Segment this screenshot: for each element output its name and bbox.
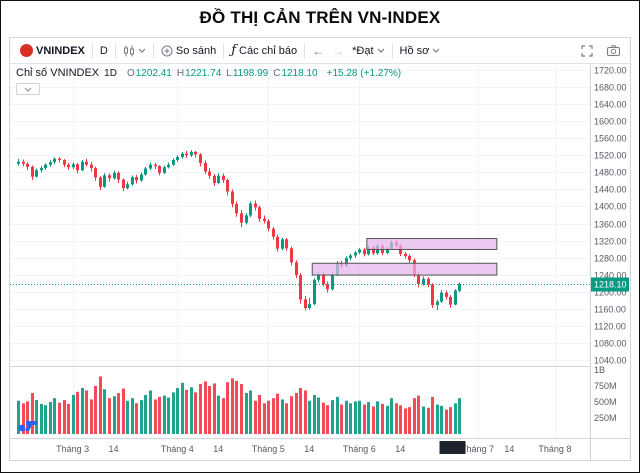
compare-label: So sánh bbox=[175, 44, 217, 57]
legend-collapse-button[interactable] bbox=[16, 83, 40, 95]
toolbar-separator bbox=[91, 42, 93, 59]
title-bar: ĐỒ THỊ CẢN TRÊN VN-INDEX bbox=[1, 1, 639, 35]
chart-area: Chỉ số VNINDEX 1D O 1202.41 H 1221.74 L 119… bbox=[10, 64, 630, 460]
layout-button[interactable]: *Đạt bbox=[348, 41, 388, 61]
layout-name-label: *Đạt bbox=[352, 44, 374, 57]
toolbar-separator bbox=[152, 42, 154, 59]
compare-plus-icon bbox=[161, 45, 173, 57]
chart-widget: VNINDEX D bbox=[9, 37, 631, 461]
camera-icon bbox=[607, 45, 620, 56]
low-label: L bbox=[226, 67, 232, 79]
fullscreen-icon bbox=[581, 44, 593, 57]
fx-icon: ƒ bbox=[231, 43, 237, 58]
high-value: 1221.74 bbox=[185, 67, 222, 79]
indicators-button[interactable]: ƒ Các chỉ báo bbox=[227, 41, 301, 61]
high-label: H bbox=[176, 67, 185, 79]
chevron-down-icon bbox=[138, 48, 146, 53]
open-value: 1202.41 bbox=[135, 67, 172, 79]
page-title: ĐỒ THỊ CẢN TRÊN VN-INDEX bbox=[199, 8, 441, 27]
symbol-logo-icon bbox=[20, 44, 33, 57]
interval-button[interactable]: D bbox=[96, 41, 112, 61]
compare-button[interactable]: So sánh bbox=[157, 41, 220, 61]
candlestick-icon bbox=[123, 45, 135, 57]
symbol-button[interactable]: VNINDEX bbox=[16, 41, 89, 61]
chart-toolbar: VNINDEX D bbox=[10, 38, 630, 64]
close-value: 1218.10 bbox=[281, 67, 318, 79]
chevron-down-icon bbox=[377, 48, 385, 53]
toolbar-separator bbox=[391, 42, 393, 59]
legend-ohlc: O 1202.41 H 1221.74 L 1198.99 C 1218.10 bbox=[122, 68, 318, 79]
snapshot-button[interactable] bbox=[603, 41, 624, 61]
profile-button[interactable]: Hồ sơ bbox=[396, 41, 445, 61]
toolbar-separator bbox=[304, 42, 306, 59]
interval-label: D bbox=[99, 44, 108, 57]
redo-icon: → bbox=[332, 43, 345, 58]
undo-icon: ← bbox=[312, 43, 325, 58]
undo-button[interactable]: ← bbox=[308, 41, 328, 61]
open-label: O bbox=[126, 67, 135, 79]
close-label: C bbox=[273, 67, 281, 79]
low-value: 1198.99 bbox=[232, 67, 269, 79]
chevron-down-icon bbox=[24, 87, 32, 92]
toolbar-separator bbox=[223, 42, 225, 59]
profile-label: Hồ sơ bbox=[399, 44, 430, 57]
legend-interval: 1D bbox=[104, 67, 117, 79]
chart-legend: Chỉ số VNINDEX 1D O 1202.41 H 1221.74 L 119… bbox=[16, 67, 401, 79]
legend-change: +15.28 (+1.27%) bbox=[326, 67, 402, 79]
indicators-label: Các chỉ báo bbox=[239, 44, 298, 57]
chevron-down-icon bbox=[432, 48, 440, 53]
symbol-label: VNINDEX bbox=[36, 44, 85, 57]
redo-button[interactable]: → bbox=[328, 41, 348, 61]
toolbar-separator bbox=[114, 42, 116, 59]
fullscreen-button[interactable] bbox=[577, 41, 597, 61]
series-title[interactable]: Chỉ số VNINDEX bbox=[16, 67, 100, 79]
chart-type-button[interactable] bbox=[119, 41, 150, 61]
tradingview-logo[interactable] bbox=[18, 418, 40, 432]
price-chart-canvas[interactable] bbox=[10, 64, 630, 460]
